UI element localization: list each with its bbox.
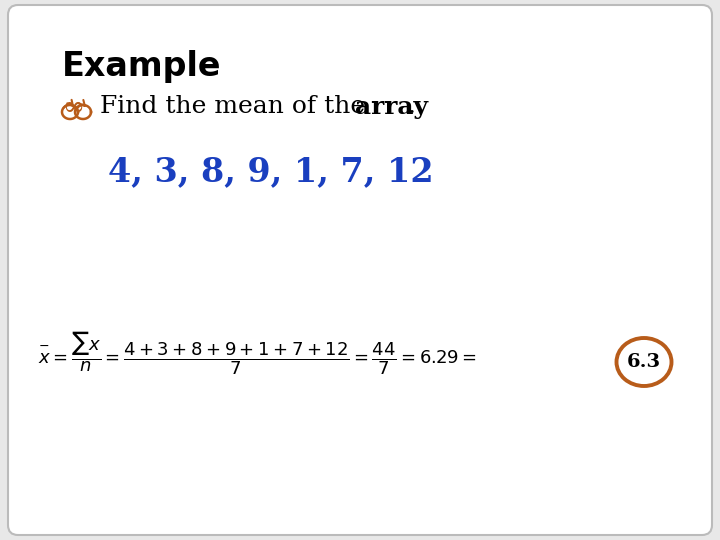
FancyBboxPatch shape (8, 5, 712, 535)
Text: Example: Example (62, 50, 222, 83)
Text: 6.3: 6.3 (627, 353, 661, 371)
Text: array: array (355, 95, 428, 119)
Text: ∞: ∞ (62, 95, 84, 120)
Text: $\overset{-}{x}=\dfrac{\sum x}{n}=\dfrac{4+3+8+9+1+7+12}{7}=\dfrac{44}{7}=6.29=$: $\overset{-}{x}=\dfrac{\sum x}{n}=\dfrac… (38, 330, 477, 376)
Text: 4, 3, 8, 9, 1, 7, 12: 4, 3, 8, 9, 1, 7, 12 (108, 155, 433, 188)
Text: .: . (408, 95, 416, 118)
Text: Find the mean of the: Find the mean of the (100, 95, 373, 118)
